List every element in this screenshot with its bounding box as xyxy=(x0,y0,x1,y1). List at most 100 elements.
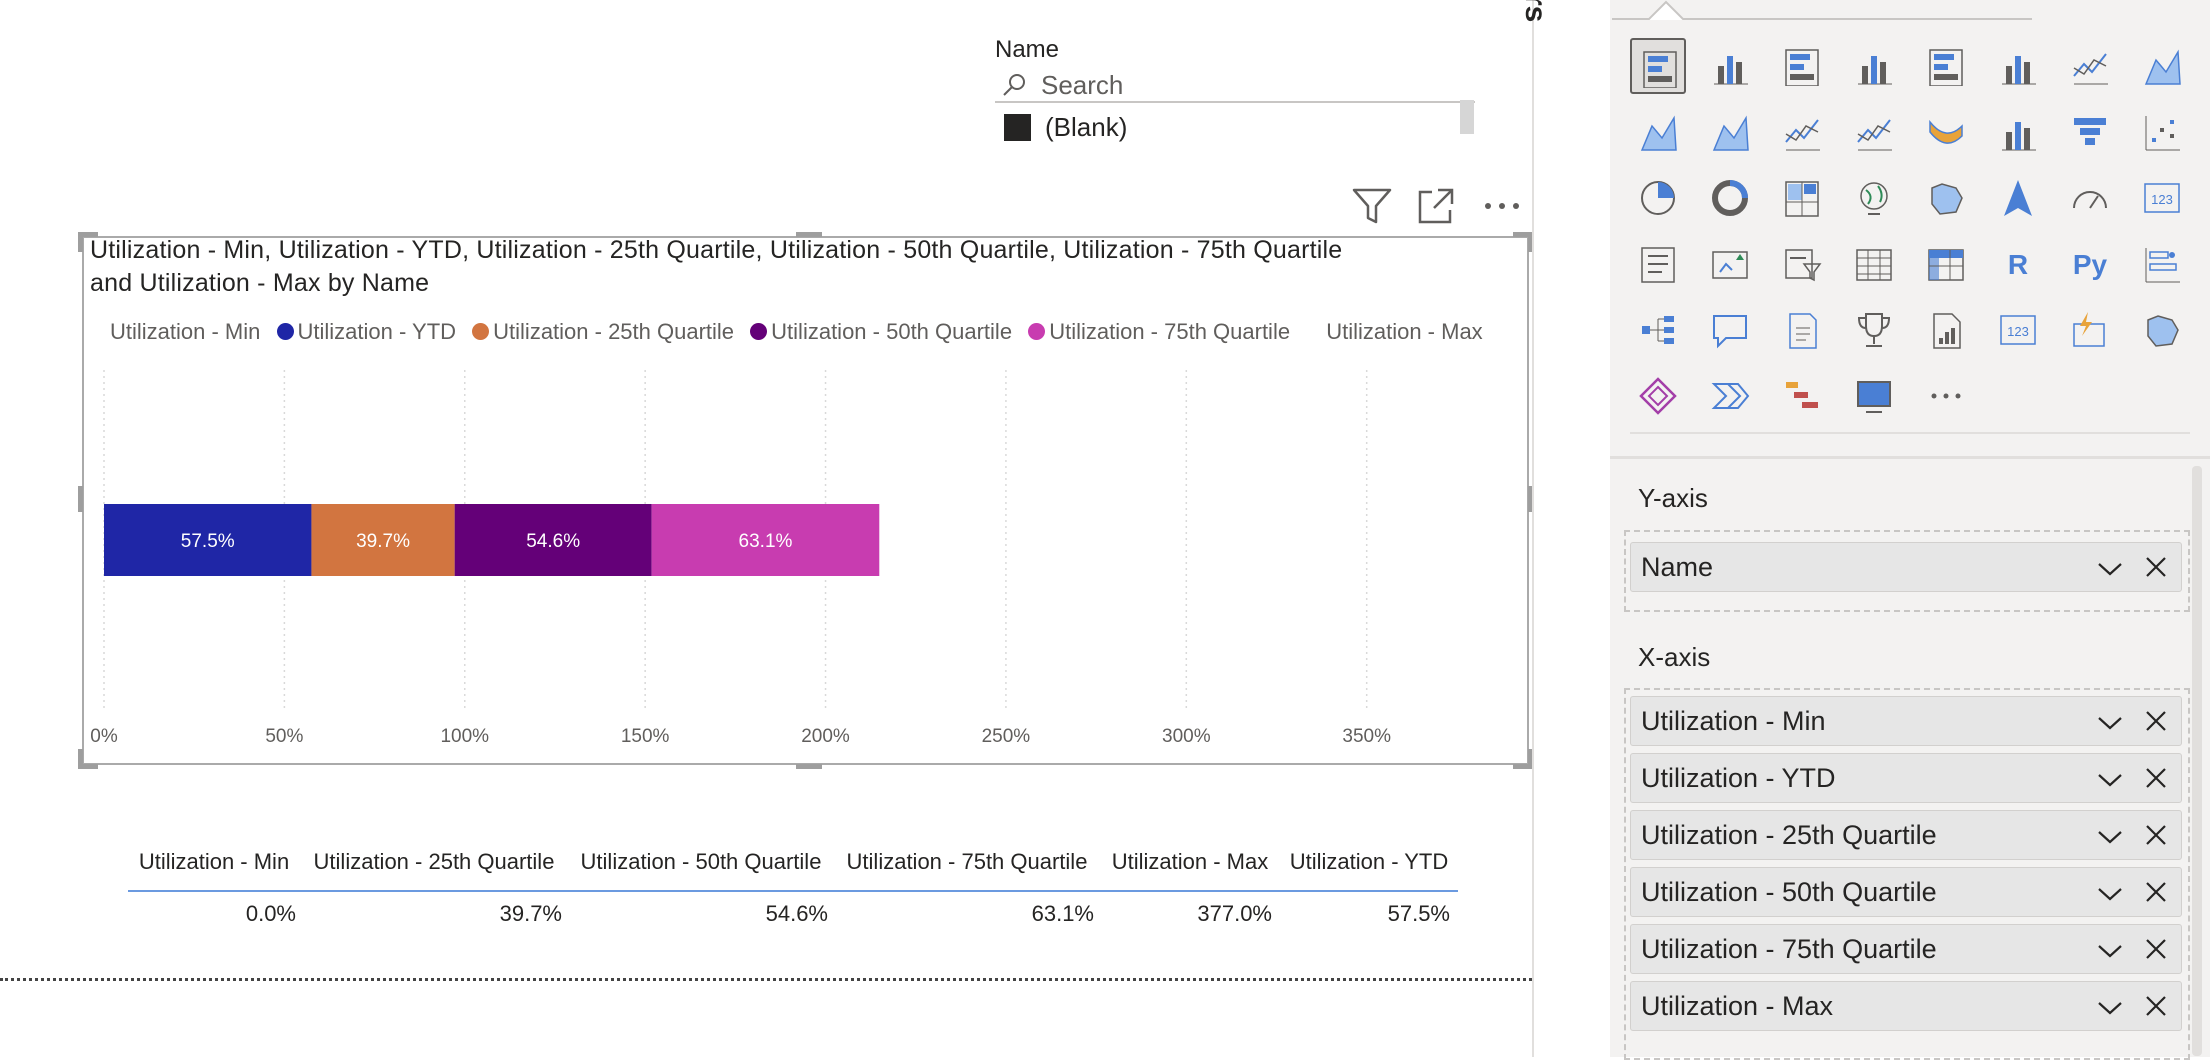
table-header-cell[interactable]: Utilization - Min xyxy=(138,849,290,874)
pane-scrollbar[interactable] xyxy=(2192,466,2202,1056)
clustered-bar-chart-icon[interactable] xyxy=(1774,38,1830,94)
resize-handle[interactable] xyxy=(1513,232,1533,237)
chevron-down-icon[interactable] xyxy=(2097,829,2123,845)
resize-handle[interactable] xyxy=(796,764,822,769)
screen-visual-icon[interactable] xyxy=(1846,368,1902,424)
key-influencers-icon[interactable] xyxy=(2134,236,2190,292)
area-chart-icon[interactable] xyxy=(2134,38,2190,94)
legend-item-50th[interactable]: Utilization - 50th Quartile xyxy=(750,319,1012,345)
resize-handle[interactable] xyxy=(1528,486,1533,512)
line-stacked-column-icon[interactable] xyxy=(1774,104,1830,160)
legend-item-ytd[interactable]: Utilization - YTD xyxy=(276,319,456,345)
ribbon-chart-icon[interactable] xyxy=(1918,104,1974,160)
table-header-cell[interactable]: Utilization - Max xyxy=(1111,849,1269,874)
filter-icon[interactable] xyxy=(1350,184,1394,228)
metrics-icon[interactable] xyxy=(1846,302,1902,358)
scatter-chart-icon[interactable] xyxy=(2134,104,2190,160)
power-automate-icon[interactable] xyxy=(1702,368,1758,424)
field-pill-name[interactable]: Name xyxy=(1630,542,2182,592)
more-options-icon[interactable] xyxy=(1480,184,1524,228)
xaxis-field-well[interactable]: Utilization - Min Utilization - YTD Utiliz… xyxy=(1624,688,2190,1060)
chevron-down-icon[interactable] xyxy=(2097,772,2123,788)
field-pill[interactable]: Utilization - 50th Quartile xyxy=(1630,867,2182,917)
table-header-cell[interactable]: Utilization - 75th Quartile xyxy=(846,849,1088,874)
resize-handle[interactable] xyxy=(78,486,83,512)
100-stacked-bar-chart-icon[interactable] xyxy=(1918,38,1974,94)
resize-handle[interactable] xyxy=(1528,749,1533,769)
decomposition-tree-icon[interactable] xyxy=(1630,302,1686,358)
resize-handle[interactable] xyxy=(78,232,98,237)
legend-item-75th[interactable]: Utilization - 75th Quartile xyxy=(1028,319,1290,345)
chevron-down-icon[interactable] xyxy=(2097,1000,2123,1016)
stacked-area-chart-icon[interactable] xyxy=(1630,104,1686,160)
smart-narrative-icon[interactable] xyxy=(1774,302,1830,358)
stacked-bar-chart-icon[interactable] xyxy=(1630,38,1686,94)
slicer-search-input[interactable]: Search xyxy=(995,68,1475,103)
100-stacked-column-chart-icon[interactable] xyxy=(1990,38,2046,94)
close-icon[interactable] xyxy=(2145,767,2167,789)
qa-icon[interactable] xyxy=(1702,302,1758,358)
legend-item-25th[interactable]: Utilization - 25th Quartile xyxy=(472,319,734,345)
close-icon[interactable] xyxy=(2145,710,2167,732)
card-icon[interactable]: 123 xyxy=(2134,170,2190,226)
azure-map-icon[interactable] xyxy=(1990,170,2046,226)
yaxis-field-well[interactable]: Name xyxy=(1624,530,2190,612)
line-clustered-column-icon[interactable] xyxy=(1846,104,1902,160)
close-icon[interactable] xyxy=(2145,995,2167,1017)
table-header-cell[interactable]: Utilization - 25th Quartile xyxy=(313,849,555,874)
close-icon[interactable] xyxy=(2145,881,2167,903)
r-visual-icon[interactable]: R xyxy=(1990,236,2046,292)
waterfall-chart-icon[interactable] xyxy=(1990,104,2046,160)
legend-item-min[interactable]: Utilization - Min xyxy=(110,319,260,345)
close-icon[interactable] xyxy=(2145,556,2167,578)
field-pill[interactable]: Utilization - 25th Quartile xyxy=(1630,810,2182,860)
close-icon[interactable] xyxy=(2145,938,2167,960)
bar-chart-visual[interactable] xyxy=(78,232,1533,769)
matrix-icon[interactable] xyxy=(1918,236,1974,292)
bar-segment[interactable] xyxy=(311,504,455,576)
map-icon[interactable] xyxy=(1846,170,1902,226)
table-header-cell[interactable]: Utilization - YTD xyxy=(1289,849,1449,874)
bar-segment[interactable] xyxy=(454,504,652,576)
100-stacked-area-chart-icon[interactable] xyxy=(1702,104,1758,160)
resize-handle[interactable] xyxy=(1513,764,1533,769)
field-pill[interactable]: Utilization - Min xyxy=(1630,696,2182,746)
field-pill[interactable]: Utilization - Max xyxy=(1630,981,2182,1031)
gauge-icon[interactable] xyxy=(2062,170,2118,226)
collapsed-pane-label[interactable]: rs xyxy=(1519,0,1552,23)
resize-handle[interactable] xyxy=(78,764,98,769)
treemap-icon[interactable] xyxy=(1774,170,1830,226)
power-apps-icon[interactable] xyxy=(1630,368,1686,424)
table-icon[interactable] xyxy=(1846,236,1902,292)
chevron-down-icon[interactable] xyxy=(2097,943,2123,959)
pie-chart-icon[interactable] xyxy=(1630,170,1686,226)
card-new-icon[interactable]: 123 xyxy=(1990,302,2046,358)
resize-handle[interactable] xyxy=(796,232,822,237)
resize-handle[interactable] xyxy=(78,749,83,769)
bar-segment[interactable] xyxy=(104,504,312,576)
slicer-checkbox[interactable] xyxy=(1004,114,1031,141)
kpi-icon[interactable] xyxy=(1702,236,1758,292)
azure-maps-icon[interactable] xyxy=(2134,302,2190,358)
resize-handle[interactable] xyxy=(1528,232,1533,252)
paginated-report-icon[interactable] xyxy=(1918,302,1974,358)
multi-row-card-icon[interactable] xyxy=(1630,236,1686,292)
bar-segment[interactable] xyxy=(651,504,880,576)
legend-item-max[interactable]: Utilization - Max xyxy=(1326,319,1482,345)
python-visual-icon[interactable]: Py xyxy=(2062,236,2118,292)
slicer-icon[interactable] xyxy=(1774,236,1830,292)
stacked-column-chart-icon[interactable] xyxy=(1702,38,1758,94)
focus-mode-icon[interactable] xyxy=(1414,184,1458,228)
chevron-down-icon[interactable] xyxy=(2097,886,2123,902)
chevron-down-icon[interactable] xyxy=(2097,561,2123,577)
more-visuals-icon[interactable] xyxy=(1918,368,1974,424)
table-header-cell[interactable]: Utilization - 50th Quartile xyxy=(580,849,822,874)
slicer-scrollbar[interactable] xyxy=(1460,100,1474,134)
chevron-down-icon[interactable] xyxy=(2097,715,2123,731)
gantt-chart-icon[interactable] xyxy=(1774,368,1830,424)
line-chart-icon[interactable] xyxy=(2062,38,2118,94)
clustered-column-chart-icon[interactable] xyxy=(1846,38,1902,94)
resize-handle[interactable] xyxy=(78,232,83,252)
funnel-chart-icon[interactable] xyxy=(2062,104,2118,160)
button-slicer-icon[interactable] xyxy=(2062,302,2118,358)
